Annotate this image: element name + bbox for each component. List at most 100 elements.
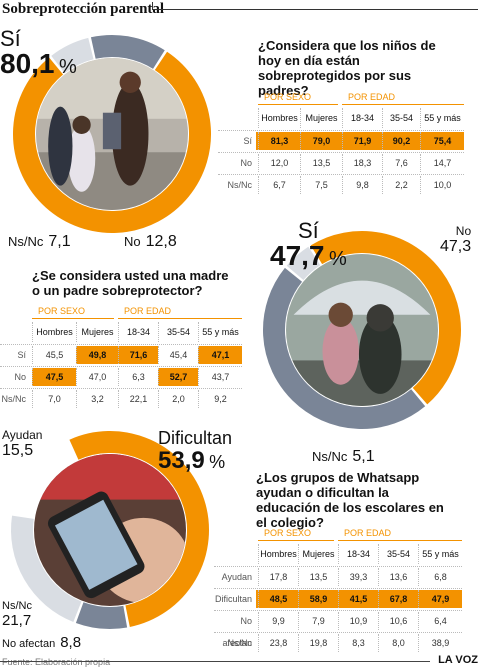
chart1-table-row-label: Sí	[243, 136, 252, 146]
chart1-main-name: Sí	[0, 26, 21, 51]
chart3-table-row-label: Ns/Nc	[227, 638, 253, 648]
chart3-label-noafectan: No afectan 8,8	[2, 634, 81, 651]
chart3-table-row	[214, 610, 462, 632]
chart2-table-cell: 3,2	[76, 390, 118, 408]
chart3-table-cell: 48,5	[258, 590, 298, 608]
footer-brand: LA VOZ	[438, 654, 478, 666]
chart1-no-value: 12,8	[145, 233, 177, 250]
chart3-noafectan-value: 8,8	[60, 634, 82, 651]
chart3-nsnc-value: 21,7	[2, 612, 32, 629]
chart1-label-no: No 12,8	[124, 233, 177, 251]
chart1-table-header: 55 y más	[420, 108, 464, 128]
chart1-table-header: 18-34	[342, 108, 382, 128]
chart3-slice-no-afectan	[75, 602, 128, 629]
chart3-table-row-label: Ayudan	[221, 572, 252, 582]
chart2-table-cell: 45,4	[158, 346, 198, 364]
chart2-main-name: Sí	[298, 218, 319, 243]
chart3-table-group-sexo-line	[258, 540, 334, 541]
chart1-table-row	[218, 174, 464, 196]
chart3-main-value: 53,9	[158, 447, 205, 474]
chart3-noafectan-name: No afectan	[2, 638, 56, 650]
chart3-table-row	[214, 588, 462, 610]
chart2-table-cell: 47,0	[76, 368, 118, 386]
chart1-table-cell: 12,0	[258, 154, 300, 172]
chart3-table-cell: 19,8	[298, 634, 338, 652]
chart2-table-cell: 22,1	[118, 390, 158, 408]
page-title: Sobreprotección parental	[2, 1, 165, 17]
chart3-table-cell: 10,9	[338, 612, 378, 630]
chart2-table-group-edad: POR EDAD	[124, 306, 172, 316]
header-rule	[152, 9, 478, 10]
chart1-table-row	[218, 152, 464, 174]
chart3-table-cell: 13,5	[298, 568, 338, 586]
chart3-question: ¿Los grupos de Whatsapp ayudan o dificul…	[256, 470, 444, 530]
chart1-table-header: Hombres	[258, 108, 300, 128]
header-rule-tick	[152, 2, 153, 10]
chart1-table-group-sexo-line	[258, 104, 338, 105]
footer-source: Fuente: Elaboración propia	[2, 657, 111, 667]
chart2-nsnc-value: 5,1	[352, 448, 375, 465]
chart1-table-cell: 7,6	[382, 154, 420, 172]
chart3-table-cell: 6,4	[418, 612, 462, 630]
chart2-table-cell: 7,0	[32, 390, 76, 408]
chart2-no-name: No	[455, 224, 472, 238]
chart1-table-group-edad-line	[342, 104, 464, 105]
chart3-main-unit: %	[209, 452, 226, 472]
photo-umbrella-child	[286, 254, 438, 406]
chart2-table-row	[0, 388, 242, 410]
chart1-table: POR SEXO POR EDAD Hombres Mujeres 18-34 35-54…	[218, 92, 480, 196]
chart1-nsnc-name: Ns/Nc	[8, 234, 44, 249]
chart3-table-cell: 47,9	[418, 590, 462, 608]
chart3-table-row	[214, 632, 462, 654]
chart2-table-cell: 43,7	[198, 368, 242, 386]
chart2-label-no: No 47,3	[440, 224, 472, 256]
chart1-main-value: 80,1	[0, 48, 55, 79]
chart3-table-row	[214, 566, 462, 588]
chart3-table-cell: 17,8	[258, 568, 298, 586]
chart3-table-cell: 10,6	[378, 612, 418, 630]
chart2-table-row-label: Sí	[17, 350, 26, 360]
chart3-main-name: Dificultan	[158, 428, 233, 448]
chart3-main-label: Dificultan 53,9 %	[158, 428, 232, 475]
chart1-table-cell: 75,4	[420, 132, 464, 150]
photo-children-walking	[36, 58, 188, 210]
chart1-table-row-label: No	[240, 158, 252, 168]
chart1-table-cell: 7,5	[300, 176, 342, 194]
chart1-table-cell: 2,2	[382, 176, 420, 194]
page-footer: Fuente: Elaboración propia LA VOZ	[0, 650, 480, 669]
chart2-table-group-edad-line	[118, 318, 242, 319]
photo-smartphone	[34, 454, 186, 606]
chart3-table-header: Hombres	[258, 544, 298, 564]
chart1-table-cell: 81,3	[258, 132, 300, 150]
chart2-table-group-sexo: POR SEXO	[38, 306, 86, 316]
chart2-table-cell: 71,6	[118, 346, 158, 364]
chart3-label-ayudan: Ayudan 15,5	[2, 428, 42, 460]
chart2-table-cell: 52,7	[158, 368, 198, 386]
chart2-table: POR SEXO POR EDAD Hombres Mujeres 18-34 35-54…	[0, 306, 254, 410]
chart1-table-cell: 10,0	[420, 176, 464, 194]
chart2-table-cell: 9,2	[198, 390, 242, 408]
chart2-label-nsnc: Ns/Nc 5,1	[312, 448, 375, 466]
chart1-table-cell: 14,7	[420, 154, 464, 172]
chart1-table-cell: 90,2	[382, 132, 420, 150]
chart1-table-group-sexo: POR SEXO	[264, 92, 312, 102]
chart3-table-cell: 8,3	[338, 634, 378, 652]
chart2-nsnc-name: Ns/Nc	[312, 449, 348, 464]
chart1-table-cell: 18,3	[342, 154, 382, 172]
chart3-ayudan-value: 15,5	[2, 442, 34, 459]
chart2-table-cell: 6,3	[118, 368, 158, 386]
chart3-table-group-edad-line	[338, 540, 462, 541]
chart1-table-header: Mujeres	[300, 108, 342, 128]
chart1-question: ¿Considera que los niños de hoy en día e…	[258, 38, 436, 98]
chart2-table-header: 18-34	[118, 322, 158, 342]
chart2-question: ¿Se considera usted una madre o un padre…	[32, 268, 229, 298]
chart2-table-cell: 45,5	[32, 346, 76, 364]
chart2-table-row-label: No	[14, 372, 26, 382]
chart2-main-value: 47,7	[270, 240, 325, 271]
chart3-table-row-highlight	[256, 590, 462, 608]
page-header: Sobreprotección parental	[0, 0, 480, 18]
chart3-table-header: 55 y más	[418, 544, 462, 564]
chart3-table-cell: 7,9	[298, 612, 338, 630]
chart2-table-row	[0, 344, 242, 366]
chart3-table-cell: 9,9	[258, 612, 298, 630]
